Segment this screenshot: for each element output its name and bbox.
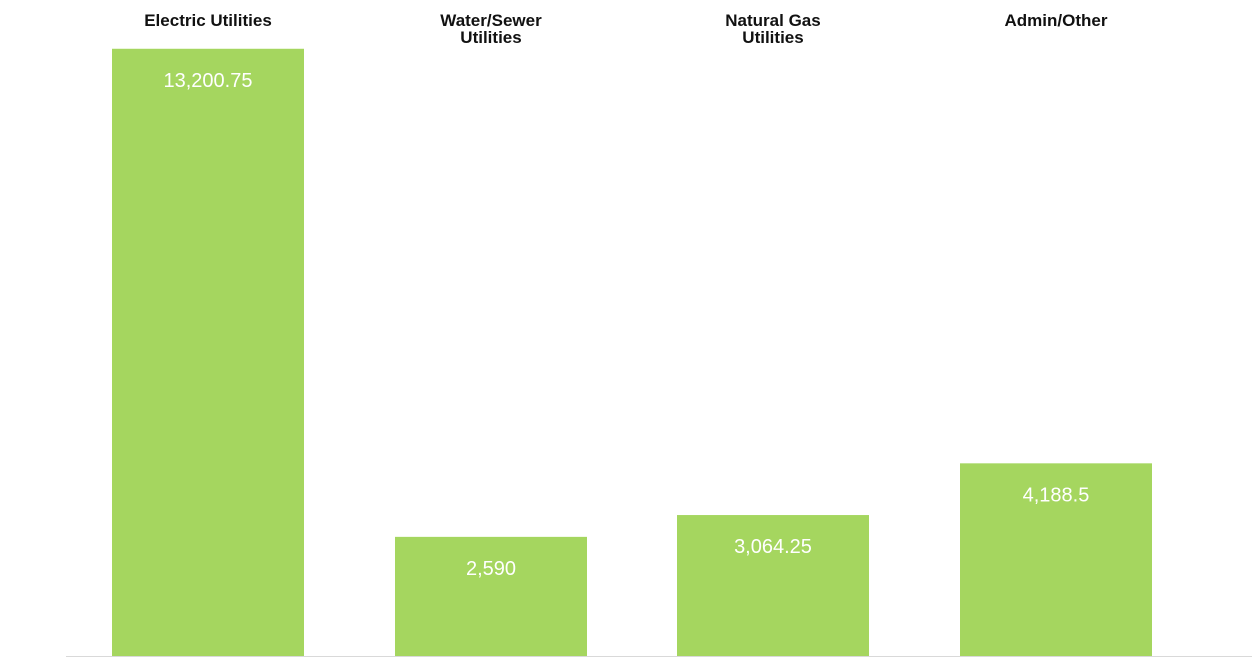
category-label-line: Admin/Other xyxy=(1005,11,1108,30)
bars xyxy=(112,48,1152,656)
category-label-line: Water/Sewer xyxy=(440,11,542,30)
category-labels: Electric Utilities Water/Sewer UtilitiesNa… xyxy=(144,11,1108,47)
value-label-3: 4,188.5 xyxy=(1023,484,1090,506)
category-label-line: Natural Gas xyxy=(725,11,820,30)
bar-2 xyxy=(677,515,869,656)
category-label-2: Natural Gas Utilities xyxy=(725,11,820,47)
category-label-1: Water/Sewer Utilities xyxy=(440,11,542,47)
category-label-line: Electric Utilities xyxy=(144,11,272,30)
value-label-1: 2,590 xyxy=(466,558,516,580)
category-label-3: Admin/Other xyxy=(1005,11,1108,30)
value-label-2: 3,064.25 xyxy=(734,536,812,558)
category-label-line: Utilities xyxy=(742,28,803,47)
bar-1 xyxy=(395,536,587,656)
bar-0 xyxy=(112,48,304,656)
value-label-0: 13,200.75 xyxy=(164,70,253,92)
category-label-0: Electric Utilities xyxy=(144,11,272,30)
bar-3 xyxy=(960,463,1152,656)
value-labels: 13,200.75 2,590 3,064.25 4,188.5 xyxy=(164,70,1090,580)
category-label-line: Utilities xyxy=(460,28,521,47)
